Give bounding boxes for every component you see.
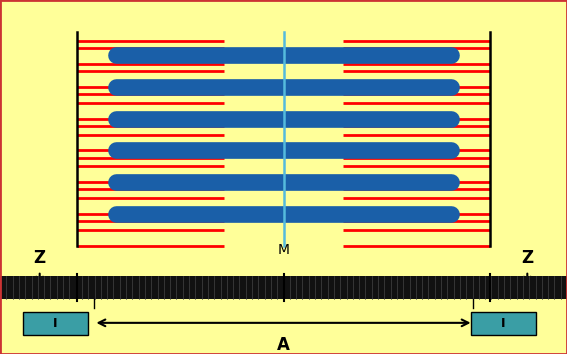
Text: A: A <box>277 336 290 354</box>
Text: Z: Z <box>33 249 46 267</box>
Text: I: I <box>501 316 505 330</box>
Bar <box>471 312 536 335</box>
Bar <box>23 312 88 335</box>
Text: I: I <box>53 316 57 330</box>
Text: M: M <box>277 242 290 257</box>
Bar <box>0 276 567 299</box>
Text: Z: Z <box>521 249 534 267</box>
